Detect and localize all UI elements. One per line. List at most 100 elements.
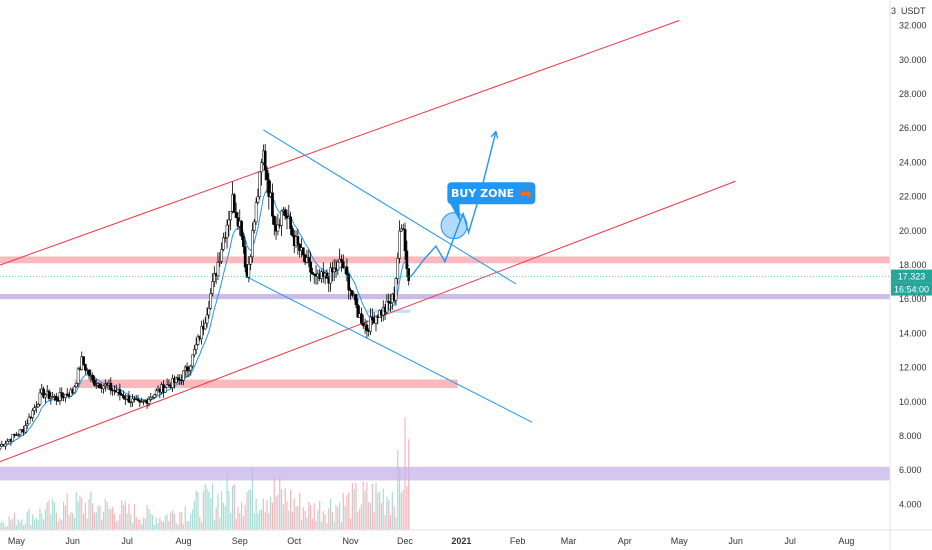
candle-body — [340, 259, 343, 262]
volume-bar — [59, 517, 61, 530]
volume-bar — [30, 525, 32, 530]
volume-bar — [226, 474, 228, 530]
candle-body — [361, 322, 365, 327]
volume-bar — [88, 499, 90, 530]
candle-body — [194, 344, 198, 350]
y-tick-label: 28.000 — [899, 89, 927, 99]
volume-bar — [322, 511, 324, 530]
volume-bar — [46, 502, 48, 530]
candle-body — [252, 221, 256, 231]
y-tick-label: 30.000 — [899, 55, 927, 65]
candle-body — [102, 385, 105, 389]
volume-bar — [52, 499, 54, 530]
x-tick-label: Feb — [510, 536, 526, 546]
candle-body — [42, 388, 45, 398]
volume-bar — [10, 520, 12, 530]
volume-bar — [23, 525, 25, 530]
candle-body — [407, 268, 411, 281]
volume-bar — [246, 492, 248, 530]
volume-bar — [190, 513, 192, 530]
candle-body — [227, 219, 231, 226]
candle-body — [47, 390, 51, 399]
volume-bar — [359, 508, 361, 530]
volume-bar — [122, 505, 125, 530]
volume-bar — [353, 489, 355, 530]
volume-bar — [300, 519, 303, 530]
volume-bar — [106, 501, 108, 530]
volume-bar — [380, 502, 383, 530]
volume-bar — [402, 489, 404, 530]
volume-bar — [371, 484, 373, 530]
candle-body — [222, 237, 225, 250]
candle-body — [118, 389, 122, 395]
candle-body — [4, 443, 7, 447]
volume-bar — [191, 509, 194, 530]
candle-body — [263, 150, 267, 171]
candle-body — [82, 356, 85, 365]
candle-body — [87, 369, 91, 376]
volume-bar — [408, 439, 410, 530]
volume-bar — [291, 511, 294, 530]
x-tick-label: Dec — [397, 536, 414, 546]
volume-bar — [208, 491, 210, 530]
blue-base-zone — [366, 309, 411, 313]
volume-bar — [50, 514, 52, 530]
volume-bar — [99, 505, 101, 530]
candle-body — [398, 230, 401, 259]
volume-bar — [186, 520, 188, 530]
x-tick-label: Oct — [287, 536, 302, 546]
candle-body — [200, 325, 203, 340]
candle-body — [341, 261, 345, 269]
candle-body — [396, 258, 400, 279]
candle-body — [203, 322, 207, 330]
candle-body — [74, 383, 78, 388]
candle-body — [44, 394, 47, 398]
x-tick-label: Sep — [232, 536, 248, 546]
volume-bar — [28, 508, 30, 530]
volume-bar — [155, 517, 157, 530]
candle-body — [347, 274, 351, 291]
volume-bar — [326, 523, 328, 530]
volume-bar — [257, 513, 259, 530]
candle-body — [301, 247, 305, 256]
volume-bar — [68, 514, 70, 530]
volume-bar — [0, 522, 1, 530]
volume-bar — [277, 494, 279, 530]
candle-body — [94, 384, 98, 387]
candle-body — [349, 289, 352, 292]
candle-body — [11, 434, 15, 442]
candle-body — [49, 396, 53, 399]
candle-body — [205, 314, 209, 324]
candle-body — [91, 375, 94, 381]
candle-body — [98, 383, 102, 388]
volume-bar — [329, 498, 332, 530]
candle-body — [127, 395, 131, 403]
volume-bar — [175, 522, 177, 530]
volume-bar — [315, 520, 317, 530]
x-tick-label: Nov — [343, 536, 360, 546]
candle-body — [120, 394, 124, 396]
volume-bar — [173, 513, 175, 530]
volume-bar — [360, 504, 363, 530]
lower-channel-trendline — [0, 180, 736, 463]
volume-bar — [12, 518, 14, 530]
volume-bar — [182, 524, 185, 530]
volume-bar — [250, 489, 252, 530]
volume-bar — [406, 486, 408, 530]
candle-body — [387, 301, 391, 303]
volume-bar — [271, 502, 274, 530]
x-tick-label: 2021 — [451, 536, 471, 546]
volume-bar — [113, 513, 116, 530]
volume-bar — [366, 482, 368, 530]
candle-body — [64, 393, 67, 398]
volume-bar — [202, 490, 205, 530]
candle-body — [311, 272, 314, 275]
x-tick-label: Jul — [784, 536, 796, 546]
candle-body — [196, 336, 200, 345]
currency-multiplier: 3 — [891, 6, 896, 16]
volume-bar — [270, 496, 272, 530]
volume-bar — [128, 503, 130, 530]
candle-body — [5, 441, 9, 445]
